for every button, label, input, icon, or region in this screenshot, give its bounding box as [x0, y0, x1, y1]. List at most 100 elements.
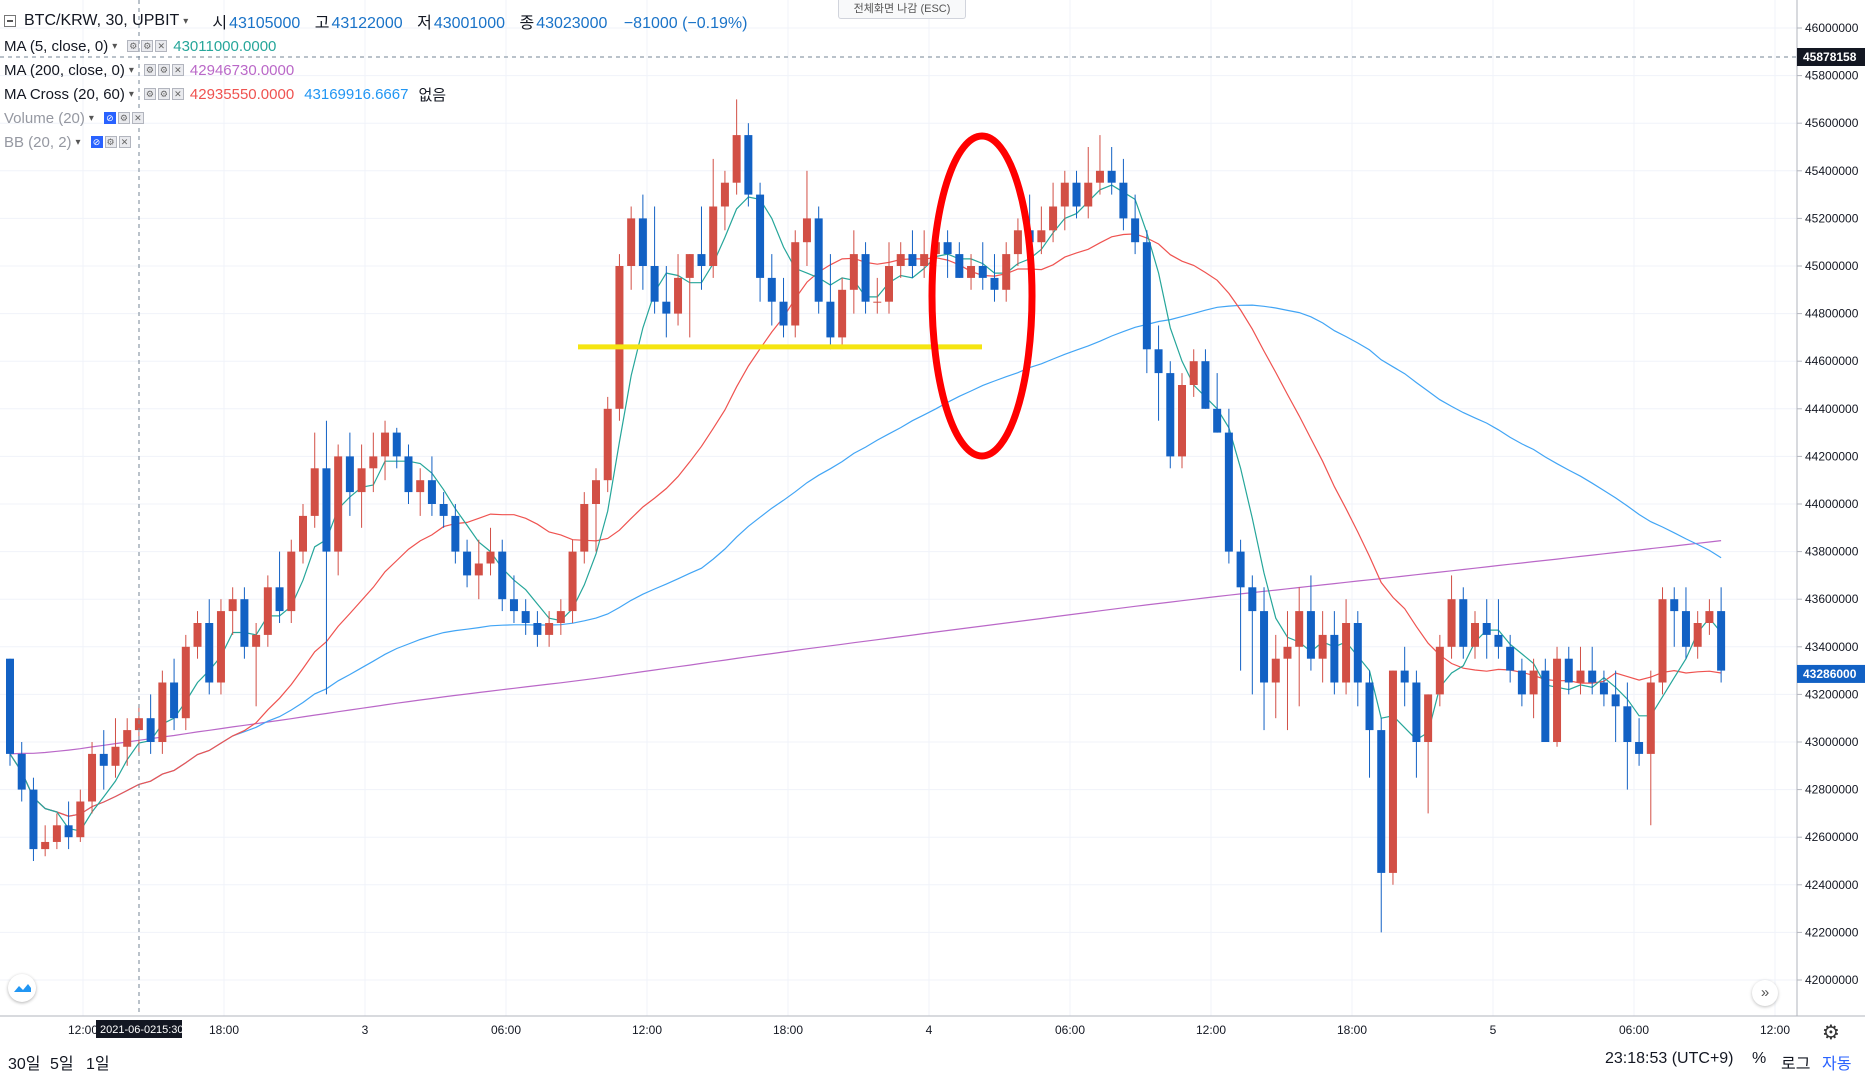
- candle: [334, 444, 343, 576]
- chevron-down-icon[interactable]: ▾: [128, 64, 134, 76]
- candle: [1213, 373, 1222, 433]
- candle: [1447, 575, 1456, 659]
- indicator-volume[interactable]: Volume (20) ▾ ⊘ ⚙ ✕: [4, 106, 749, 130]
- range-5d-button[interactable]: 5일: [50, 1056, 74, 1073]
- settings-icon[interactable]: ⚙: [143, 64, 156, 76]
- chevron-down-icon[interactable]: ▾: [88, 112, 94, 124]
- candle: [720, 170, 729, 231]
- settings-icon[interactable]: ⚙: [117, 112, 130, 124]
- candle: [615, 254, 624, 421]
- indicator-label[interactable]: Volume (20): [4, 109, 85, 127]
- candle: [1705, 599, 1714, 635]
- candle: [404, 444, 413, 504]
- indicator-ma5[interactable]: MA (5, close, 0) ▾ ⚙ ⚙ ✕ 43011000.0000: [4, 34, 749, 58]
- chevron-down-icon[interactable]: ▾: [75, 136, 81, 148]
- candle: [498, 539, 507, 612]
- candle-body: [486, 551, 495, 564]
- y-tick-label: 43200000: [1805, 687, 1859, 701]
- chart-settings-gear-icon[interactable]: ⚙: [1822, 1022, 1840, 1044]
- candle: [580, 492, 589, 564]
- indicator-label[interactable]: MA (200, close, 0): [4, 61, 125, 79]
- candle-body: [416, 480, 425, 493]
- visibility-icon[interactable]: ⊘: [103, 112, 116, 124]
- candle: [896, 242, 905, 278]
- symbol-title[interactable]: BTC/KRW, 30, UPBIT: [24, 12, 180, 29]
- candle: [674, 254, 683, 326]
- x-tick-label: 18:00: [773, 1023, 803, 1037]
- ohlc-values: 시 43105000 고 43122000 저 43001000 종 43023000 …: [212, 9, 749, 33]
- y-tick-label: 45200000: [1805, 211, 1859, 225]
- visibility-icon[interactable]: ⊘: [90, 136, 103, 148]
- candle-body: [1705, 611, 1714, 623]
- candle: [99, 730, 108, 790]
- candle-body: [615, 266, 624, 409]
- percent-scale-toggle[interactable]: %: [1752, 1050, 1767, 1067]
- auto-scale-toggle[interactable]: 자동: [1822, 1056, 1852, 1073]
- indicator-label[interactable]: MA Cross (20, 60): [4, 85, 125, 103]
- candle: [1611, 670, 1620, 742]
- candle: [592, 468, 600, 552]
- candle: [1295, 587, 1304, 707]
- candle: [814, 206, 823, 314]
- candle-body: [404, 456, 413, 493]
- candle: [486, 527, 495, 576]
- indicator-label[interactable]: BB (20, 2): [4, 133, 72, 151]
- candle-body: [369, 456, 378, 469]
- source-icon[interactable]: ⚙: [157, 88, 170, 100]
- time-axis[interactable]: 12:00 18:00 3 06:00 12:00 18:00 4 06:00 12:00 18:…: [68, 1023, 1790, 1037]
- chevron-down-icon[interactable]: ▾: [183, 15, 189, 27]
- candle-body: [1517, 670, 1526, 695]
- candle-body: [1553, 658, 1562, 742]
- candle: [920, 230, 929, 278]
- candle-body: [1506, 646, 1515, 671]
- candle: [1330, 611, 1339, 695]
- log-scale-toggle[interactable]: 로그: [1781, 1056, 1811, 1073]
- scroll-to-realtime-button[interactable]: »: [1752, 980, 1778, 1006]
- candle-body: [1213, 408, 1222, 433]
- settings-icon[interactable]: ⚙: [143, 88, 156, 100]
- settings-icon[interactable]: ⚙: [127, 40, 140, 52]
- indicator-bb[interactable]: BB (20, 2) ▾ ⊘ ⚙ ✕: [4, 130, 749, 154]
- collapse-icon[interactable]: [4, 15, 16, 27]
- clock-timezone[interactable]: 23:18:53 (UTC+9): [1605, 1050, 1734, 1067]
- candle: [1166, 361, 1175, 469]
- tradingview-logo-icon[interactable]: [8, 974, 36, 1002]
- indicator-ma-cross[interactable]: MA Cross (20, 60) ▾ ⚙ ⚙ ✕ 42935550.0000 43…: [4, 82, 749, 106]
- close-icon[interactable]: ✕: [171, 88, 184, 100]
- indicator-ma200[interactable]: MA (200, close, 0) ▾ ⚙ ⚙ ✕ 42946730.0000: [4, 58, 749, 82]
- candle: [1400, 646, 1409, 707]
- close-icon[interactable]: ✕: [118, 136, 131, 148]
- candle: [861, 242, 870, 314]
- candle-body: [1588, 670, 1597, 683]
- range-1d-button[interactable]: 1일: [86, 1056, 110, 1073]
- crosshair-time-label: 15:30: [156, 1024, 184, 1036]
- candle-body: [1178, 385, 1186, 457]
- candle-body: [451, 515, 460, 552]
- settings-icon[interactable]: ⚙: [104, 136, 117, 148]
- candle-body: [427, 480, 436, 504]
- candle: [1506, 634, 1515, 683]
- close-icon[interactable]: ✕: [171, 64, 184, 76]
- candle: [1576, 646, 1585, 695]
- fullscreen-exit-button[interactable]: 전체화면 나감 (ESC): [838, 0, 966, 19]
- close-icon[interactable]: ✕: [155, 40, 168, 52]
- price-axis[interactable]: 46000000 45800000 45600000 45400000 45200000…: [1797, 21, 1859, 987]
- candle-body: [216, 611, 225, 683]
- candle: [955, 242, 964, 278]
- candle-body: [1400, 670, 1409, 683]
- range-30d-button[interactable]: 30일: [8, 1056, 41, 1073]
- chevron-down-icon[interactable]: ▾: [112, 40, 118, 52]
- candle-body: [6, 658, 14, 754]
- chevron-down-icon[interactable]: ▾: [128, 88, 134, 100]
- candle: [1342, 599, 1351, 695]
- candle: [1154, 325, 1163, 421]
- indicator-value-fast: 42935550.0000: [189, 85, 295, 103]
- source-icon[interactable]: ⚙: [157, 64, 170, 76]
- candle-body: [1236, 551, 1245, 588]
- y-tick-label: 44800000: [1805, 307, 1859, 321]
- source-icon[interactable]: ⚙: [141, 40, 154, 52]
- candle-body: [1681, 611, 1690, 647]
- indicator-label[interactable]: MA (5, close, 0): [4, 37, 109, 55]
- close-icon[interactable]: ✕: [131, 112, 144, 124]
